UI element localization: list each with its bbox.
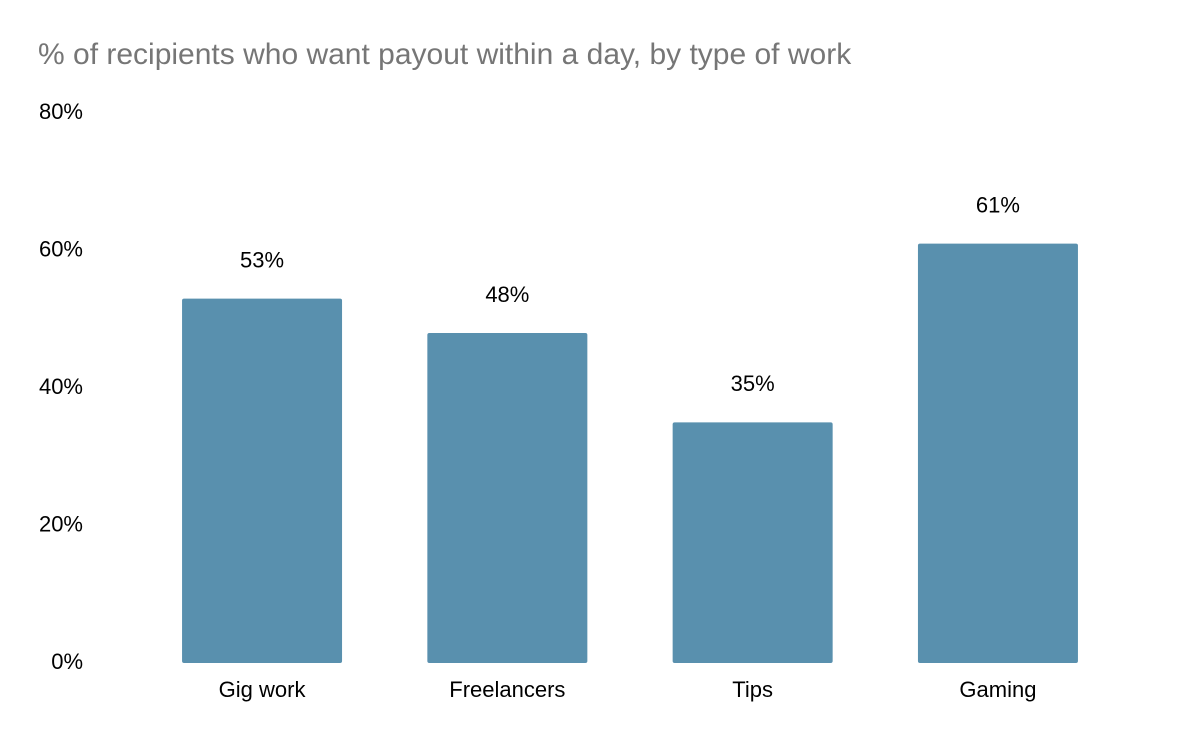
y-tick-label: 20%	[39, 511, 83, 536]
bar	[672, 422, 833, 663]
bar	[917, 243, 1078, 663]
chart-title: % of recipients who want payout within a…	[38, 38, 852, 71]
x-tick-label: Freelancers	[449, 677, 565, 702]
y-tick-label: 80%	[39, 99, 83, 124]
y-tick-label: 40%	[39, 374, 83, 399]
x-tick-label: Gaming	[959, 677, 1036, 702]
data-label: 48%	[485, 282, 529, 307]
bar	[427, 333, 588, 663]
x-tick-label: Gig work	[219, 677, 307, 702]
x-tick-label: Tips	[732, 677, 773, 702]
y-tick-label: 60%	[39, 236, 83, 261]
y-tick-label: 0%	[51, 649, 83, 674]
bar	[182, 298, 343, 663]
data-label: 61%	[976, 192, 1020, 217]
data-label: 53%	[240, 247, 284, 272]
data-label: 35%	[731, 371, 775, 396]
